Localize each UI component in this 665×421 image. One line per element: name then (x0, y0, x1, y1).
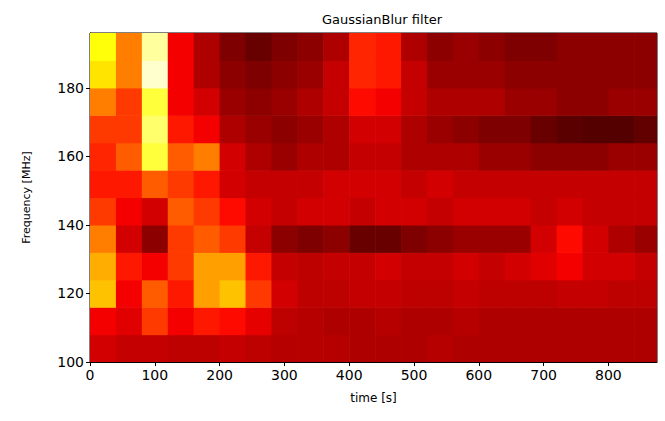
svg-text:200: 200 (206, 367, 233, 383)
svg-text:140: 140 (57, 217, 84, 233)
svg-text:time [s]: time [s] (350, 391, 397, 405)
svg-text:600: 600 (465, 367, 492, 383)
svg-text:100: 100 (141, 367, 168, 383)
svg-text:0: 0 (86, 367, 95, 383)
svg-text:400: 400 (336, 367, 363, 383)
svg-text:160: 160 (57, 148, 84, 164)
svg-text:120: 120 (57, 285, 84, 301)
svg-text:300: 300 (271, 367, 298, 383)
svg-text:800: 800 (595, 367, 622, 383)
svg-text:GaussianBlur filter: GaussianBlur filter (322, 12, 443, 27)
svg-text:500: 500 (401, 367, 428, 383)
svg-text:100: 100 (57, 354, 84, 370)
svg-text:Frequency [MHz]: Frequency [MHz] (20, 151, 33, 243)
svg-text:180: 180 (57, 80, 84, 96)
svg-text:700: 700 (530, 367, 557, 383)
